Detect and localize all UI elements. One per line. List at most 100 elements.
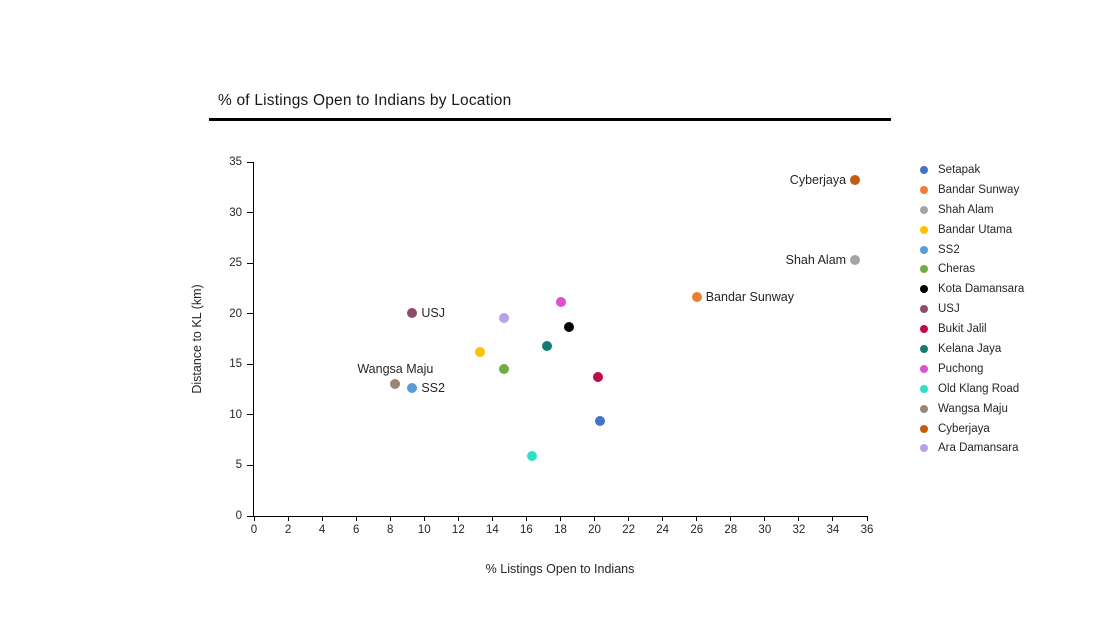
x-tick	[594, 516, 596, 521]
legend-item-label: USJ	[938, 303, 960, 316]
x-tick-label: 34	[826, 524, 840, 536]
y-tick-label: 25	[229, 257, 242, 270]
data-point-ss2[interactable]	[407, 382, 418, 393]
legend: Setapak Bandar Sunway Shah Alam Bandar Utam…	[920, 160, 1024, 458]
x-tick	[866, 516, 868, 521]
legend-item-label: Cheras	[938, 263, 976, 276]
legend-marker-icon	[920, 424, 928, 433]
y-tick	[247, 464, 253, 466]
legend-item-setapak[interactable]: Setapak	[920, 160, 1024, 180]
legend-item-old-klang-road[interactable]: Old Klang Road	[920, 379, 1024, 399]
x-tick-label: 10	[417, 524, 431, 536]
legend-item-label: Shah Alam	[938, 203, 994, 216]
legend-marker-icon	[920, 245, 928, 254]
data-point-ara-damansara[interactable]	[499, 312, 510, 323]
legend-item-label: Bandar Utama	[938, 223, 1013, 236]
legend-marker-icon	[920, 305, 928, 314]
data-point-wangsa-maju[interactable]	[390, 378, 401, 389]
x-tick	[764, 516, 766, 521]
legend-item-bandar-sunway[interactable]: Bandar Sunway	[920, 180, 1024, 200]
legend-item-label: Bandar Sunway	[938, 183, 1020, 196]
legend-item-cheras[interactable]: Cheras	[920, 259, 1024, 279]
x-tick-label: 26	[690, 524, 704, 536]
x-tick	[423, 516, 425, 521]
x-tick-label: 30	[758, 524, 772, 536]
data-point-bandar-sunway[interactable]	[691, 291, 702, 302]
x-tick	[389, 516, 391, 521]
legend-marker-icon	[920, 384, 928, 393]
data-point-cheras[interactable]	[499, 364, 510, 375]
data-point-cyberjaya[interactable]	[850, 175, 861, 186]
legend-item-bandar-utama[interactable]: Bandar Utama	[920, 220, 1024, 240]
y-axis-title: Distance to KL (km)	[190, 284, 204, 394]
y-tick-label: 15	[229, 358, 242, 371]
legend-marker-icon	[920, 344, 928, 353]
x-tick-label: 12	[451, 524, 465, 536]
x-tick-label: 32	[792, 524, 806, 536]
x-tick-label: 8	[387, 524, 394, 536]
point-label-bandar-sunway: Bandar Sunway	[705, 289, 794, 304]
y-tick	[247, 363, 253, 365]
legend-item-label: SS2	[938, 243, 960, 256]
x-tick-label: 36	[860, 524, 874, 536]
legend-marker-icon	[920, 325, 928, 334]
x-tick-label: 2	[284, 524, 292, 536]
legend-item-kota-damansara[interactable]: Kota Damansara	[920, 279, 1024, 299]
x-tick-label: 18	[554, 524, 567, 536]
point-label-wangsa-maju: Wangsa Maju	[357, 361, 434, 376]
legend-item-label: Ara Damansara	[938, 442, 1019, 455]
legend-item-cyberjaya[interactable]: Cyberjaya	[920, 419, 1024, 439]
chart-title: % of Listings Open to Indians by Locatio…	[218, 92, 512, 109]
x-tick-label: 20	[588, 524, 601, 536]
x-tick	[321, 516, 323, 521]
data-point-kota-damansara[interactable]	[564, 321, 574, 332]
legend-marker-icon	[920, 205, 928, 214]
x-tick-label: 0	[250, 524, 258, 536]
y-tick-label: 10	[229, 408, 242, 421]
data-point-bandar-utama[interactable]	[475, 347, 486, 358]
x-axis-title: % Listings Open to Indians	[485, 562, 635, 576]
legend-item-shah-alam[interactable]: Shah Alam	[920, 200, 1024, 220]
legend-item-ss2[interactable]: SS2	[920, 240, 1024, 260]
y-tick-label: 35	[229, 156, 242, 168]
y-tick	[247, 313, 253, 315]
legend-item-usj[interactable]: USJ	[920, 299, 1024, 319]
x-tick-label: 14	[485, 524, 499, 536]
legend-item-label: Wangsa Maju	[938, 402, 1008, 415]
data-point-bukit-jalil[interactable]	[592, 372, 603, 383]
data-point-old-klang-road[interactable]	[526, 451, 537, 462]
data-point-puchong[interactable]	[555, 296, 566, 307]
x-tick	[832, 516, 834, 521]
legend-marker-icon	[920, 185, 928, 194]
data-point-kelana-jaya[interactable]	[541, 341, 552, 352]
y-tick	[247, 212, 253, 214]
legend-marker-icon	[920, 165, 928, 174]
x-tick-label: 24	[656, 524, 670, 536]
legend-item-label: Kelana Jaya	[938, 342, 1002, 355]
legend-item-kelana-jaya[interactable]: Kelana Jaya	[920, 339, 1024, 359]
legend-item-label: Puchong	[938, 362, 984, 375]
y-tick	[247, 262, 253, 264]
x-tick	[525, 516, 527, 521]
point-label-shah-alam: Shah Alam	[785, 253, 847, 268]
data-point-usj[interactable]	[407, 307, 418, 318]
x-tick	[730, 516, 732, 521]
data-point-setapak[interactable]	[594, 415, 605, 426]
legend-item-label: Setapak	[938, 163, 981, 176]
data-point-shah-alam[interactable]	[850, 255, 861, 266]
legend-marker-icon	[920, 285, 928, 294]
legend-item-wangsa-maju[interactable]: Wangsa Maju	[920, 399, 1024, 419]
x-tick	[560, 516, 561, 521]
legend-item-puchong[interactable]: Puchong	[920, 359, 1024, 379]
y-tick	[247, 414, 253, 416]
point-label-cyberjaya: Cyberjaya	[789, 173, 847, 188]
legend-marker-icon	[920, 265, 928, 274]
legend-marker-icon	[920, 444, 928, 453]
legend-item-bukit-jalil[interactable]: Bukit Jalil	[920, 319, 1024, 339]
y-tick-label: 30	[229, 206, 242, 219]
legend-item-ara-damansara[interactable]: Ara Damansara	[920, 438, 1024, 458]
x-tick	[457, 516, 459, 521]
x-tick	[696, 516, 698, 521]
legend-item-label: Kota Damansara	[938, 283, 1025, 296]
